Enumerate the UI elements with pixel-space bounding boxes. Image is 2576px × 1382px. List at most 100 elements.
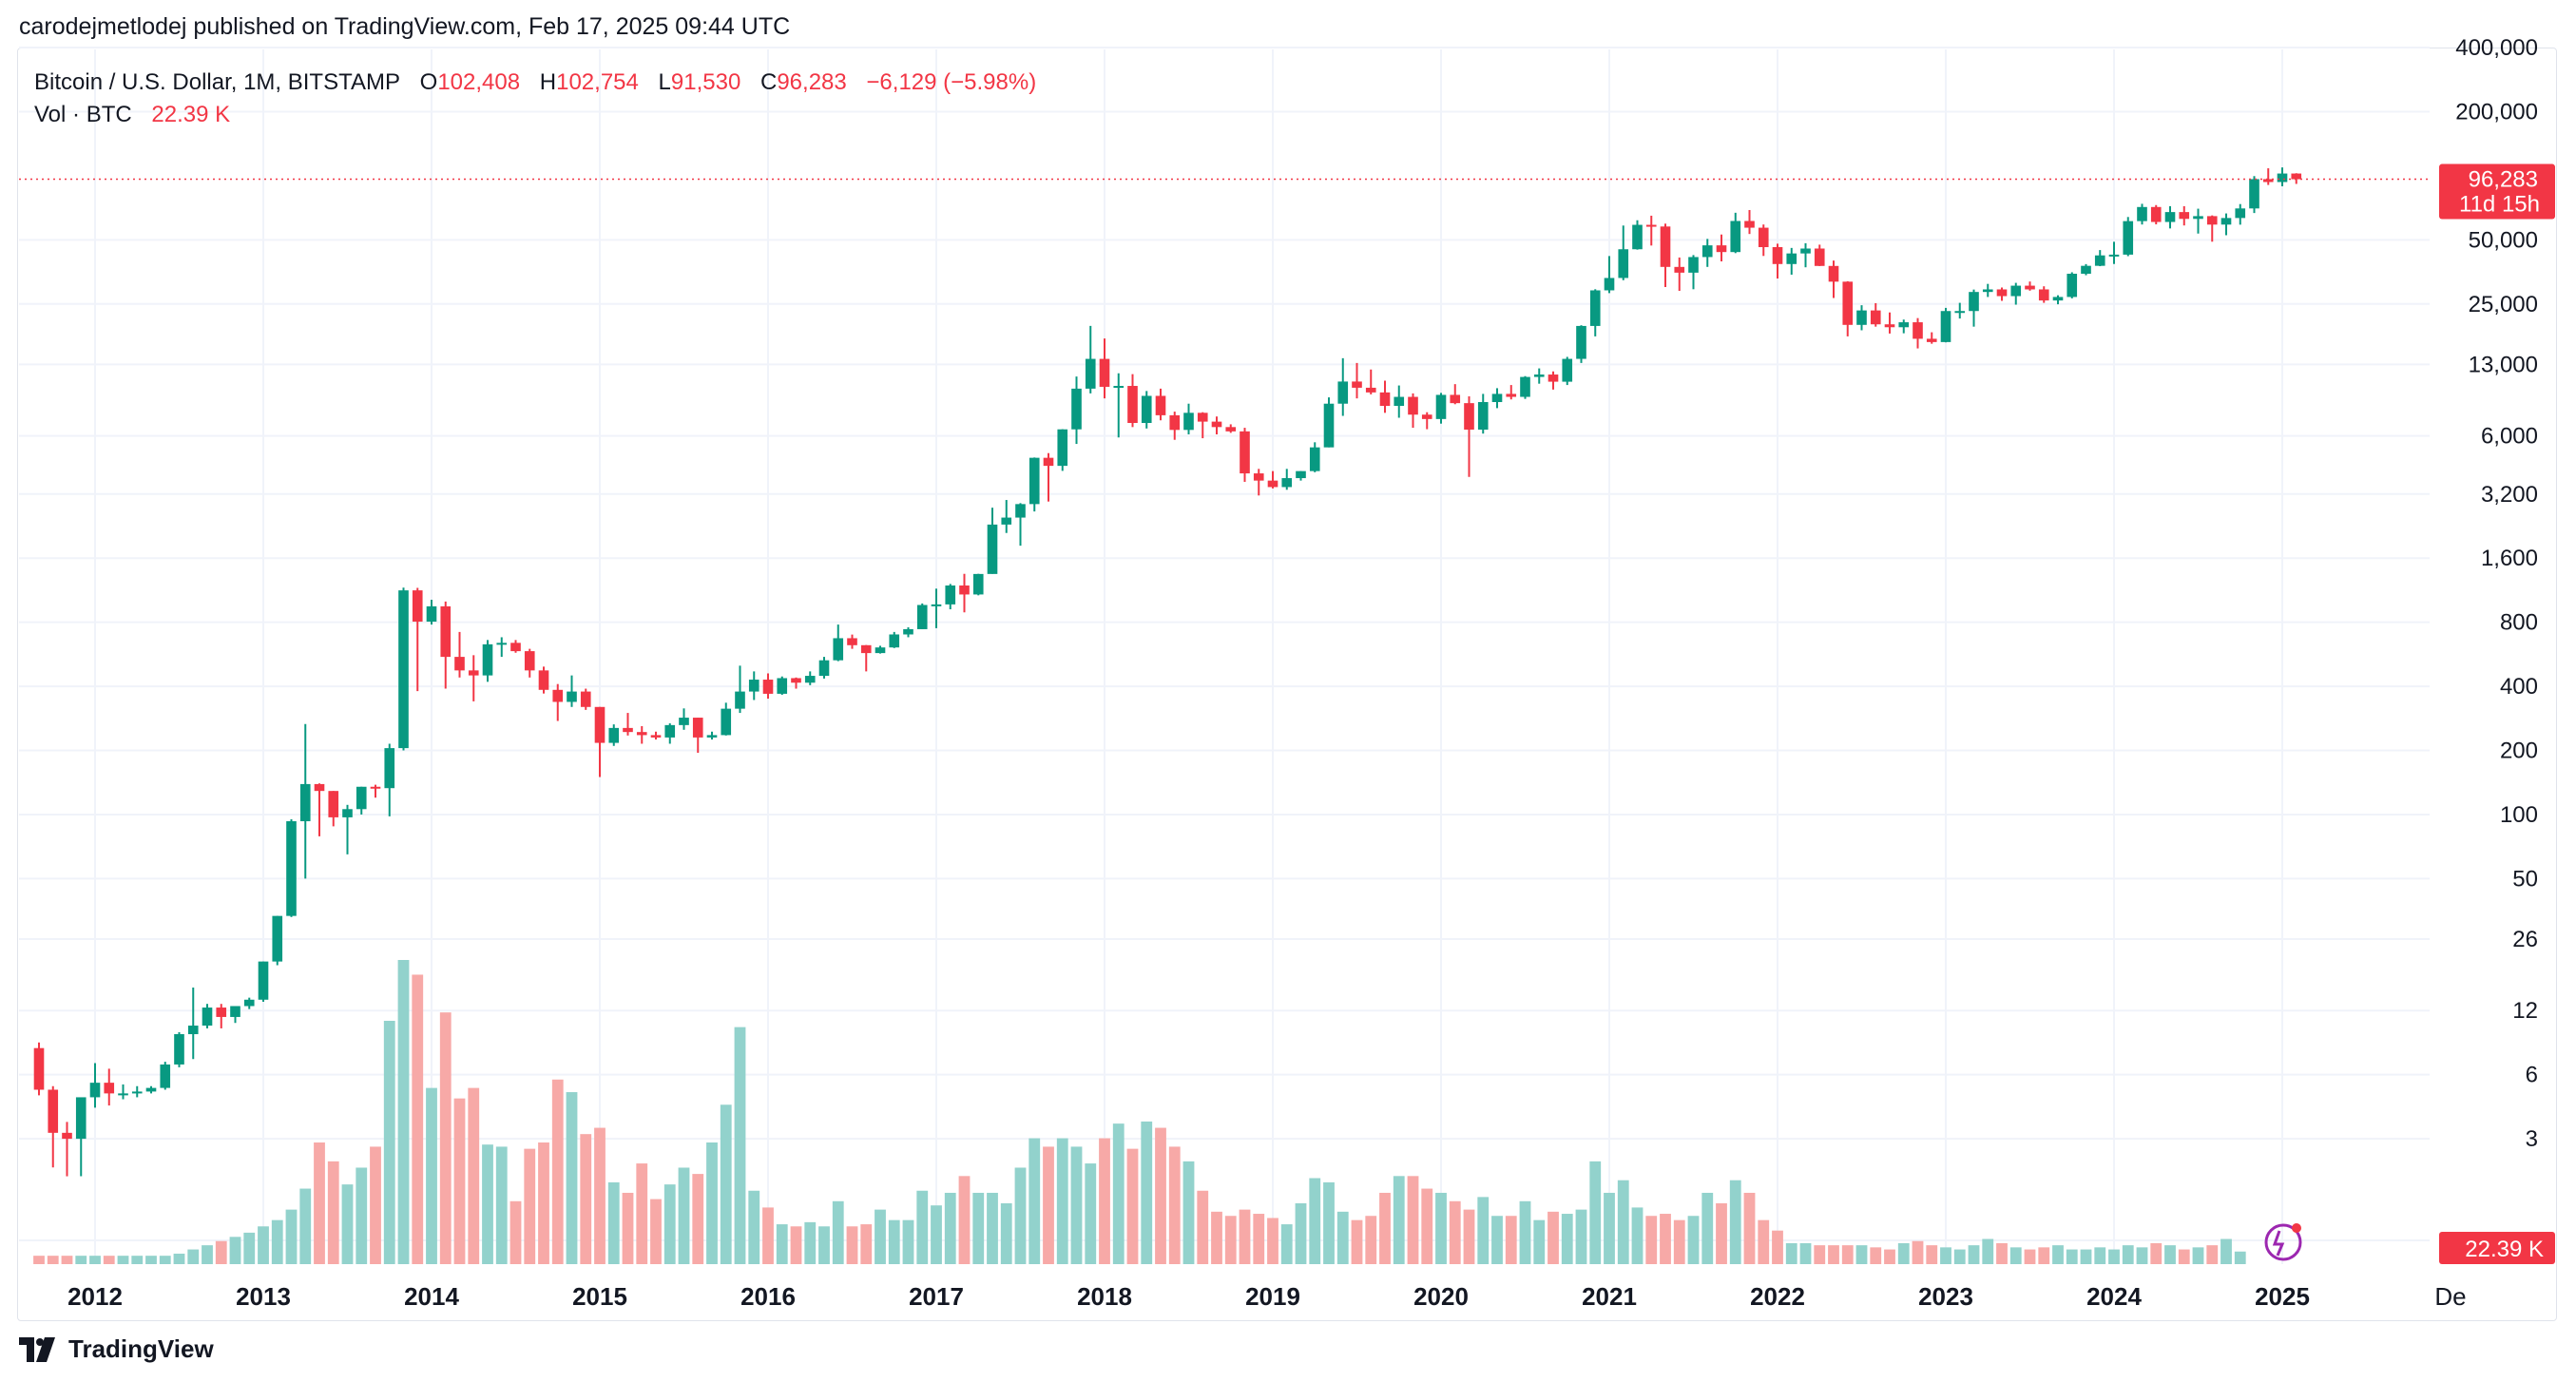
candle-body <box>468 670 479 676</box>
candle <box>62 1122 72 1177</box>
candle-body <box>1435 394 1447 419</box>
grid-lines <box>19 47 2430 1264</box>
volume-bar <box>1589 1161 1602 1264</box>
candle-body <box>412 590 423 623</box>
volume-bar <box>1267 1218 1278 1264</box>
volume-bar <box>1239 1209 1251 1264</box>
candle-body <box>1856 310 1867 325</box>
candle-body <box>1085 358 1096 389</box>
price-tick-label: 50 <box>2512 866 2538 892</box>
candle <box>791 677 801 689</box>
candle-body <box>202 1008 213 1027</box>
volume-bar <box>607 1181 620 1264</box>
footer-brand[interactable]: TradingView <box>19 1334 214 1364</box>
volume-bar <box>495 1146 508 1264</box>
volume-bar <box>622 1192 634 1264</box>
candle-body <box>1913 322 1923 339</box>
candle-body <box>1674 266 1685 273</box>
candle <box>1506 385 1517 400</box>
volume-bar <box>958 1176 971 1264</box>
symbol-label[interactable]: Bitcoin / U.S. Dollar, 1M, BITSTAMP <box>34 69 400 95</box>
candle-body <box>1352 381 1362 388</box>
volume-value: 22.39 K <box>151 102 231 127</box>
volume-bar <box>243 1232 256 1264</box>
volume-bar <box>1309 1178 1321 1264</box>
candle <box>538 666 549 694</box>
candle-body <box>1281 478 1293 488</box>
volume-bar <box>1884 1249 1895 1264</box>
candle-body <box>903 628 913 635</box>
candle <box>1028 457 1040 512</box>
volume-bar <box>258 1226 269 1264</box>
time-tick-label: 2014 <box>404 1282 459 1311</box>
candle <box>1450 384 1461 405</box>
low-label: L <box>658 69 671 95</box>
volume-bar <box>299 1188 312 1264</box>
candle-body <box>636 732 647 736</box>
candle <box>1491 388 1503 409</box>
candle-body <box>454 657 465 671</box>
volume-bar <box>341 1184 354 1264</box>
candle <box>328 791 339 827</box>
candle-body <box>1982 289 1993 293</box>
candle-body <box>791 678 801 683</box>
candle <box>552 683 564 721</box>
candle-body <box>945 585 956 605</box>
candle <box>1169 412 1181 440</box>
time-tick-label: 2018 <box>1077 1282 1132 1311</box>
high-value: 102,754 <box>556 69 639 95</box>
candle-body <box>2291 173 2302 180</box>
candle-body <box>847 638 857 645</box>
candle <box>2150 204 2162 225</box>
volume-bar <box>2094 1247 2106 1264</box>
price-tick-label: 200,000 <box>2455 99 2538 125</box>
candle-body <box>2235 208 2246 219</box>
volume-bar <box>1631 1207 1644 1264</box>
candle-body <box>1618 249 1629 278</box>
candle <box>2137 203 2147 225</box>
candle <box>174 1031 184 1067</box>
candle-body <box>1408 396 1418 415</box>
candle-body <box>118 1093 128 1096</box>
candle <box>104 1068 115 1106</box>
candle <box>1464 396 1474 477</box>
volume-bar <box>2066 1249 2078 1264</box>
candle-body <box>1842 281 1854 325</box>
volume-bar <box>1280 1224 1293 1264</box>
volume-bar <box>1758 1219 1770 1264</box>
candle <box>1996 287 2008 301</box>
volume-bar <box>2234 1251 2246 1264</box>
candle <box>636 725 647 744</box>
candle <box>2179 205 2190 226</box>
candle-body <box>243 999 255 1007</box>
price-tick-label: 1,600 <box>2481 546 2538 571</box>
candle-body <box>1954 311 1966 314</box>
candle <box>384 743 395 816</box>
volume-bar <box>566 1092 578 1264</box>
candle <box>2094 250 2105 267</box>
candle-body <box>75 1097 87 1140</box>
candle-body <box>33 1047 45 1090</box>
volume-bar <box>1897 1242 1910 1264</box>
candle <box>468 655 479 701</box>
candle <box>1240 428 1250 482</box>
volume-label[interactable]: Vol · BTC <box>34 102 132 127</box>
volume-bar <box>1519 1200 1531 1264</box>
candle <box>1085 325 1096 393</box>
candle-body <box>706 735 718 738</box>
candle-body <box>1533 374 1545 377</box>
candle <box>1183 403 1194 434</box>
candle-body <box>1394 396 1405 407</box>
volume-bar <box>888 1219 900 1264</box>
volume-bar <box>748 1190 760 1264</box>
candle-body <box>1940 311 1951 342</box>
candle <box>2164 205 2176 229</box>
volume-bar <box>1421 1188 1433 1264</box>
candle <box>1352 362 1362 399</box>
candle <box>1772 243 1783 279</box>
volume-bar <box>173 1253 185 1264</box>
volume-bar <box>987 1192 998 1264</box>
candle-body <box>160 1064 171 1088</box>
